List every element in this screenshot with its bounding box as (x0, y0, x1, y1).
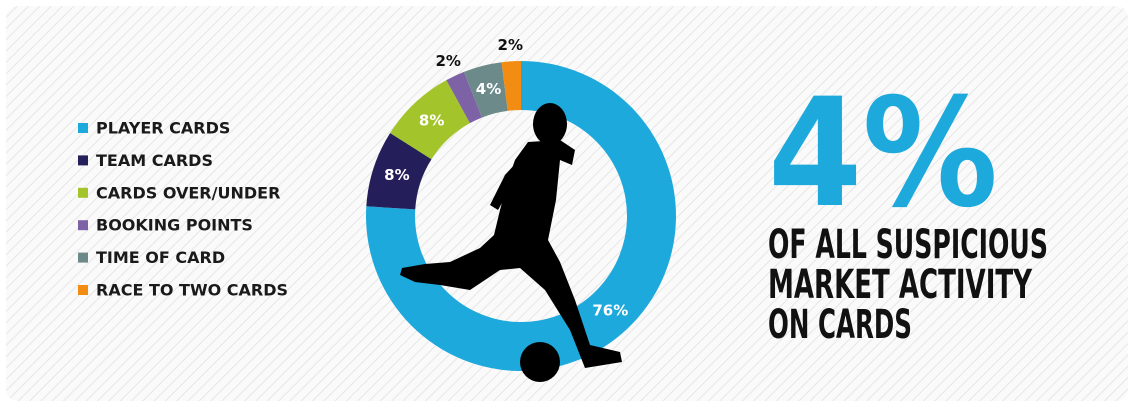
legend-label: RACE TO TWO CARDS (96, 281, 288, 300)
legend-label: BOOKING POINTS (96, 216, 253, 235)
slice-label: 8% (384, 166, 409, 184)
legend-swatch (78, 252, 88, 263)
legend-swatch (78, 155, 88, 166)
donut-slice (390, 80, 470, 160)
donut-slice (365, 61, 676, 371)
legend-swatch (78, 187, 88, 198)
donut-slice (446, 71, 482, 124)
callout-line: ON CARDS (768, 302, 912, 348)
donut-slice (366, 132, 432, 210)
slice-label: 4% (476, 80, 501, 98)
callout-line: MARKET ACTIVITY (768, 262, 1033, 308)
legend-label: TIME OF CARD (96, 248, 225, 267)
callout-stat: 4% (768, 67, 998, 241)
legend-swatch (78, 123, 88, 133)
slice-label: 8% (419, 111, 444, 129)
donut: 76% 8% 8% 2% 4% 2% (365, 36, 676, 371)
donut-slice (501, 61, 521, 111)
legend-label: CARDS OVER/UNDER (96, 183, 280, 202)
slice-label: 76% (592, 302, 628, 320)
legend-label: PLAYER CARDS (96, 119, 230, 138)
donut-slice (463, 62, 508, 118)
player-silhouette (400, 103, 622, 382)
legend-label: TEAM CARDS (96, 151, 213, 170)
slice-label: 2% (435, 52, 460, 70)
legend-swatch (78, 285, 88, 295)
callout-line: OF ALL SUSPICIOUS (768, 222, 1048, 268)
legend-swatch (78, 220, 88, 231)
legend: PLAYER CARDS TEAM CARDS CARDS OVER/UNDER BO… (78, 119, 288, 300)
slice-label: 2% (498, 36, 523, 54)
background (6, 6, 1128, 401)
